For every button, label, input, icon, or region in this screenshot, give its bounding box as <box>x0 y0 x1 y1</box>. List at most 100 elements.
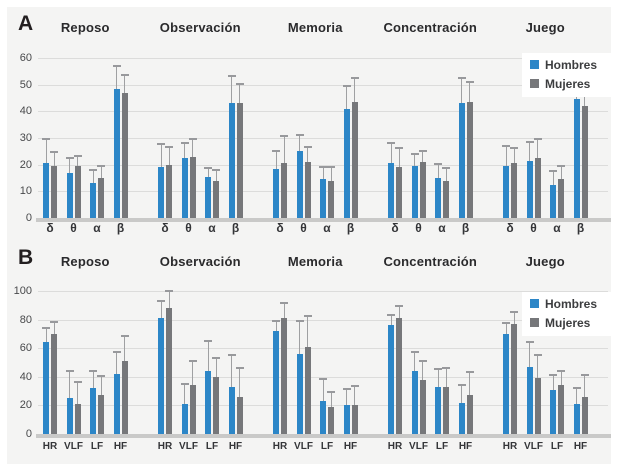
bar-hombres <box>411 371 418 434</box>
legend-label: Mujeres <box>545 316 591 330</box>
error-bar-line <box>160 299 162 323</box>
error-bar-cap <box>502 144 510 147</box>
bar-mujeres <box>466 102 473 218</box>
condition-title: Concentración <box>383 20 478 35</box>
error-bar-cap <box>549 170 557 172</box>
error-bar-line <box>275 319 277 336</box>
legend: Hombres Mujeres <box>522 53 612 97</box>
error-bar-cap <box>465 371 474 374</box>
error-bar-line <box>529 140 530 165</box>
error-bar-line <box>77 381 78 408</box>
error-bar-cap <box>180 142 189 144</box>
x-axis-category-label: HF <box>458 441 473 452</box>
bar-hombres <box>573 403 580 434</box>
error-bar-cap <box>549 373 557 376</box>
bar-mujeres <box>351 102 358 218</box>
error-bar-cap <box>120 74 129 76</box>
bar-hombres <box>181 158 188 218</box>
error-bar-line <box>215 168 217 185</box>
error-bar-line <box>390 142 392 168</box>
x-axis-category-label: LF <box>205 441 219 452</box>
error-bar-cap <box>50 151 58 154</box>
x-axis-category-label: VLF <box>409 441 428 452</box>
error-bar-line <box>537 138 538 162</box>
bar-hombres <box>435 386 441 434</box>
error-bar-line <box>346 388 347 410</box>
error-bar-cap <box>42 138 50 140</box>
condition-title: Memoria <box>287 20 343 35</box>
error-bar-line <box>461 383 462 407</box>
bar-mujeres <box>166 308 172 434</box>
error-bar-cap <box>65 369 74 372</box>
gridline <box>38 376 608 378</box>
y-axis-tick-label: 0 <box>25 428 32 440</box>
error-bar-cap <box>327 166 335 168</box>
legend-color-swatch-icon <box>530 60 539 69</box>
bar-hombres <box>158 167 164 218</box>
x-axis-category-label: θ <box>185 221 192 235</box>
bar-hombres <box>388 163 394 218</box>
error-bar-cap <box>342 84 351 87</box>
bar-mujeres <box>443 180 449 218</box>
error-bar-cap <box>442 167 450 170</box>
bar-mujeres <box>511 323 517 434</box>
error-bar-line <box>322 166 324 184</box>
error-bar-line <box>576 386 577 408</box>
bar-mujeres <box>534 158 541 218</box>
bar-hombres <box>458 402 465 434</box>
x-axis-category-label: HR <box>42 441 58 452</box>
bar-hombres <box>43 342 49 434</box>
error-bar-line <box>437 368 439 391</box>
error-bar-line <box>537 353 538 383</box>
bar-mujeres <box>443 386 449 434</box>
gridline <box>38 111 608 113</box>
error-bar-cap <box>188 359 197 362</box>
error-bar-line <box>445 167 447 185</box>
bar-mujeres <box>328 406 334 434</box>
error-bar-cap <box>525 341 534 344</box>
x-axis-category-label: HR <box>387 441 403 452</box>
error-bar-cap <box>557 369 565 372</box>
error-bar-line <box>552 373 554 394</box>
error-bar-line <box>346 84 347 113</box>
error-bar-cap <box>295 134 304 136</box>
x-axis-category-label: δ <box>391 221 399 235</box>
error-bar-line <box>184 382 185 408</box>
error-bar-line <box>330 166 332 185</box>
error-bar-line <box>330 391 332 411</box>
error-bar-cap <box>387 313 395 316</box>
gridline <box>38 84 608 86</box>
error-bar-cap <box>204 339 212 342</box>
error-bar-cap <box>387 142 395 144</box>
bar-hombres <box>526 160 533 218</box>
error-bar-cap <box>457 383 466 386</box>
bar-hombres <box>90 183 96 218</box>
x-axis-category-label: HR <box>272 441 288 452</box>
y-axis-tick-label: 40 <box>19 105 32 118</box>
legend-color-swatch-icon <box>530 299 539 308</box>
x-axis-baseline <box>36 434 611 438</box>
legend-label: Hombres <box>545 58 598 72</box>
legend-color-swatch-icon <box>530 318 539 327</box>
error-bar-line <box>414 152 415 170</box>
x-axis-category-label: θ <box>530 221 537 235</box>
bar-mujeres <box>281 318 287 434</box>
bar-hombres <box>43 163 49 218</box>
x-axis-category-label: HF <box>113 441 128 452</box>
error-bar-line <box>560 164 562 184</box>
bar-hombres <box>550 389 556 434</box>
error-bar-line <box>505 144 507 170</box>
bar-mujeres <box>189 385 196 434</box>
x-axis-category-label: δ <box>276 221 284 235</box>
bar-mujeres <box>419 379 426 434</box>
condition-title: Observación <box>159 20 241 35</box>
error-bar-cap <box>235 366 244 369</box>
y-axis-tick-label: 60 <box>19 342 32 355</box>
error-bar-cap <box>89 369 97 372</box>
legend: Hombres Mujeres <box>522 292 612 336</box>
bar-mujeres <box>98 395 104 434</box>
condition-title: Observación <box>159 254 241 269</box>
y-axis-tick-label: 50 <box>19 78 32 91</box>
error-bar-line <box>529 341 530 371</box>
error-bar-line <box>116 351 117 378</box>
